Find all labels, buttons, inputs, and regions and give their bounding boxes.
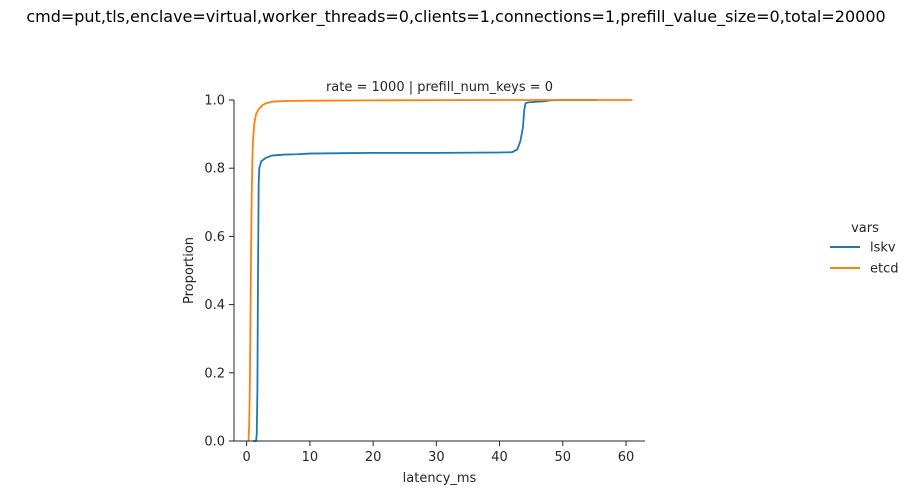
x-axis-label: latency_ms: [403, 471, 477, 486]
y-tick-label: 0.6: [204, 230, 225, 245]
y-tick-label: 0.4: [204, 298, 225, 313]
series-line-lskv: [252, 99, 598, 442]
y-axis-ticks: 0.0 0.2 0.4 0.6 0.8 1.0: [204, 94, 234, 450]
legend-items: lskv etcd: [830, 241, 899, 277]
x-tick-label: 50: [555, 450, 572, 465]
x-tick-label: 40: [491, 450, 508, 465]
figure-suptitle: cmd=put,tls,enclave=virtual,worker_threa…: [26, 7, 886, 26]
x-axis-ticks: 0 10 20 30 40 50 60: [243, 441, 635, 465]
y-axis-label: Proportion: [182, 237, 197, 304]
x-tick-label: 10: [302, 450, 319, 465]
legend-label-etcd: etcd: [870, 262, 899, 277]
legend: vars lskv etcd: [830, 221, 899, 277]
y-tick-label: 0.8: [204, 162, 225, 177]
y-tick-label: 0.0: [204, 435, 225, 450]
x-tick-label: 20: [365, 450, 382, 465]
legend-label-lskv: lskv: [870, 241, 896, 256]
legend-title: vars: [851, 221, 879, 236]
x-tick-label: 60: [618, 450, 635, 465]
panel-title: rate = 1000 | prefill_num_keys = 0: [326, 80, 553, 95]
x-tick-label: 0: [243, 450, 251, 465]
plot-lines: [247, 99, 633, 442]
y-tick-label: 1.0: [204, 94, 225, 109]
y-tick-label: 0.2: [204, 366, 225, 381]
series-line-etcd: [247, 99, 633, 442]
x-tick-label: 30: [428, 450, 445, 465]
